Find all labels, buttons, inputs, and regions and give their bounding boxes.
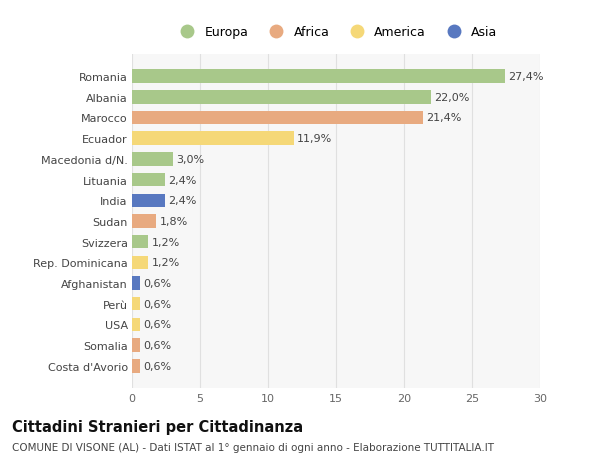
Text: 0,6%: 0,6% [143, 341, 172, 350]
Text: 2,4%: 2,4% [168, 175, 196, 185]
Text: 11,9%: 11,9% [297, 134, 332, 144]
Text: 22,0%: 22,0% [434, 93, 470, 102]
Text: 1,8%: 1,8% [160, 217, 188, 226]
Text: 0,6%: 0,6% [143, 279, 172, 288]
Bar [132, 339, 140, 352]
Text: 1,2%: 1,2% [152, 237, 180, 247]
Text: 1,2%: 1,2% [152, 258, 180, 268]
Text: 0,6%: 0,6% [143, 299, 172, 309]
Bar [132, 194, 164, 207]
Bar [132, 174, 164, 187]
Text: 0,6%: 0,6% [143, 320, 172, 330]
Bar [132, 70, 505, 84]
Text: 0,6%: 0,6% [143, 361, 172, 371]
Text: 27,4%: 27,4% [508, 72, 544, 82]
Text: 2,4%: 2,4% [168, 196, 196, 206]
Bar [132, 256, 148, 269]
Bar [132, 235, 148, 249]
Bar [132, 91, 431, 104]
Text: 21,4%: 21,4% [427, 113, 462, 123]
Text: COMUNE DI VISONE (AL) - Dati ISTAT al 1° gennaio di ogni anno - Elaborazione TUT: COMUNE DI VISONE (AL) - Dati ISTAT al 1°… [12, 442, 494, 452]
Bar [132, 215, 157, 228]
Bar [132, 277, 140, 290]
Legend: Europa, Africa, America, Asia: Europa, Africa, America, Asia [170, 22, 502, 45]
Bar [132, 297, 140, 311]
Bar [132, 359, 140, 373]
Bar [132, 153, 173, 166]
Bar [132, 318, 140, 331]
Text: Cittadini Stranieri per Cittadinanza: Cittadini Stranieri per Cittadinanza [12, 419, 303, 434]
Bar [132, 112, 423, 125]
Bar [132, 132, 294, 146]
Text: 3,0%: 3,0% [176, 155, 205, 164]
